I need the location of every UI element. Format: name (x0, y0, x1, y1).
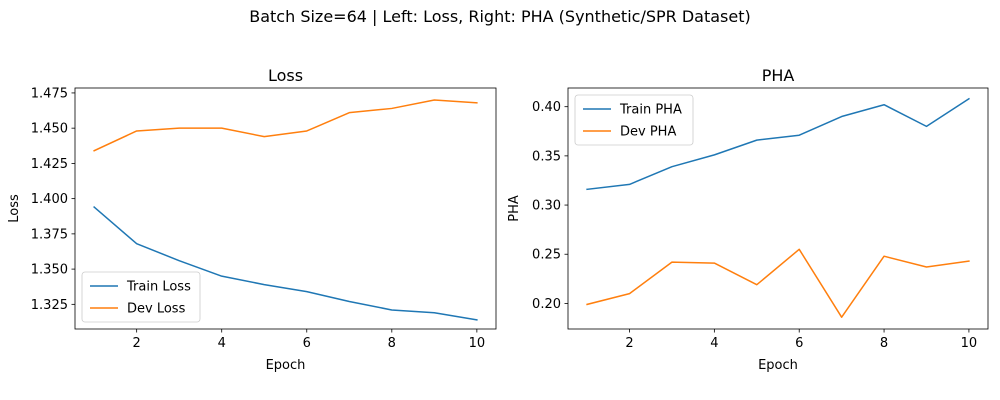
loss-x-tick-label: 10 (469, 336, 486, 351)
pha-series-line-dev (586, 248, 970, 318)
loss-panel: 2 4 6 8 10 1.325 1.350 1.375 1.400 1.425 1.450 1.47… (7, 66, 497, 373)
loss-y-tick-label: 1.350 (31, 263, 68, 278)
pha-axes-frame (567, 87, 989, 330)
loss-x-tick-label: 4 (218, 336, 226, 351)
loss-legend-label-dev: Dev Loss (127, 302, 186, 317)
loss-y-tick-label: 1.400 (31, 192, 68, 207)
loss-legend-label-train: Train Loss (126, 280, 191, 295)
loss-series-line-train (93, 206, 478, 321)
loss-y-tick-label: 1.450 (31, 122, 68, 137)
loss-y-tick-label: 1.425 (31, 157, 68, 172)
loss-series-line-dev (93, 99, 478, 152)
figure-suptitle: Batch Size=64 | Left: Loss, Right: PHA (… (249, 7, 751, 26)
pha-legend-label-dev: Dev PHA (620, 125, 676, 140)
pha-y-axis-label: PHA (507, 195, 522, 222)
pha-x-tick-label: 10 (961, 336, 978, 351)
loss-y-tick-label: 1.325 (31, 298, 68, 313)
loss-x-tick-label: 8 (388, 336, 396, 351)
loss-axes-frame (74, 87, 497, 330)
pha-y-tick-label: 0.40 (532, 100, 561, 115)
pha-y-tick-label: 0.35 (532, 149, 561, 164)
pha-x-tick-label: 8 (880, 336, 888, 351)
pha-legend-label-train: Train PHA (619, 103, 682, 118)
pha-y-tick-label: 0.20 (532, 297, 561, 312)
pha-x-tick-label: 4 (710, 336, 718, 351)
pha-chart-title: PHA (762, 66, 795, 85)
loss-chart-title: Loss (268, 66, 303, 85)
loss-x-axis-label: Epoch (266, 358, 306, 373)
pha-y-tick-label: 0.30 (532, 199, 561, 214)
loss-y-tick-label: 1.375 (31, 227, 68, 242)
loss-legend-box (81, 271, 201, 323)
loss-x-tick-label: 2 (133, 336, 141, 351)
pha-x-axis-label: Epoch (758, 358, 798, 373)
pha-panel: 2 4 6 8 10 0.20 0.25 0.30 0.35 0.40 PHA Epoch PHA Tra… (507, 66, 989, 373)
pha-series-line-train (586, 97, 970, 191)
pha-y-tick-label: 0.25 (532, 248, 561, 263)
pha-x-tick-label: 6 (795, 336, 803, 351)
pha-legend-box (574, 94, 694, 146)
pha-x-tick-label: 2 (625, 336, 633, 351)
loss-x-tick-label: 6 (303, 336, 311, 351)
pha-legend: Train PHA Dev PHA (574, 94, 694, 146)
loss-legend: Train Loss Dev Loss (81, 271, 201, 323)
loss-y-tick-label: 1.475 (31, 86, 68, 101)
loss-y-axis-label: Loss (7, 194, 22, 223)
